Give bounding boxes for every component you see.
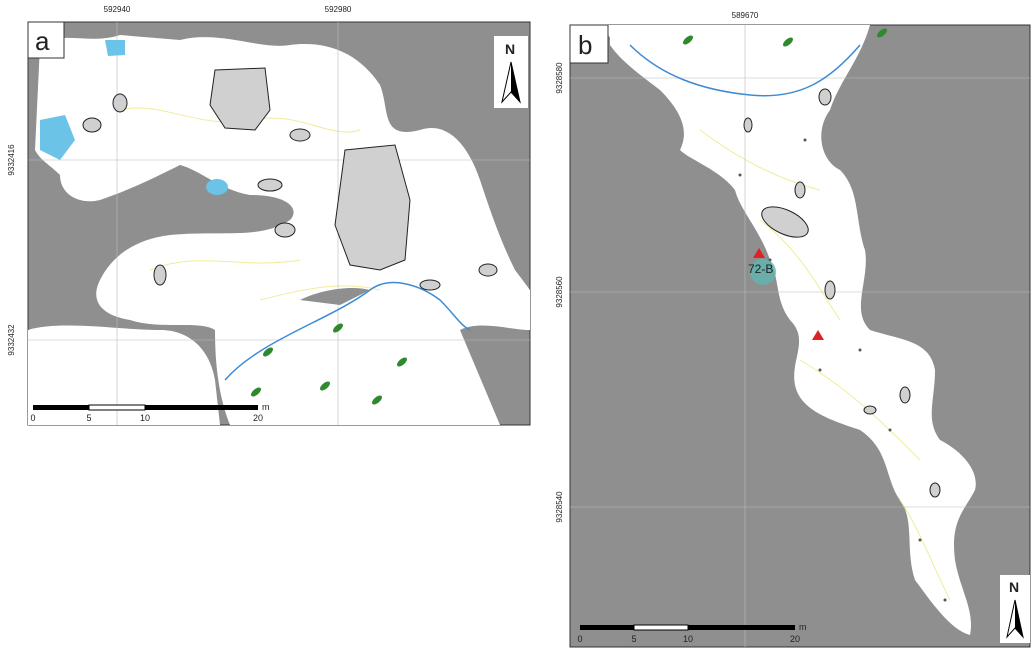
- scale-segment: [688, 625, 795, 630]
- scale-segment: [145, 405, 258, 410]
- rock: [744, 118, 752, 132]
- scale-segment: [580, 625, 634, 630]
- scale-label: 20: [253, 413, 263, 423]
- north-label: N: [505, 41, 515, 57]
- point: [739, 174, 742, 177]
- scale-label: 0: [30, 413, 35, 423]
- x-coordinate: 592940: [104, 5, 131, 14]
- scale-label: 10: [683, 634, 693, 644]
- y-coordinate: 9332432: [7, 324, 16, 356]
- scale-label: 5: [631, 634, 636, 644]
- x-coordinate: 589670: [732, 11, 759, 20]
- annotation: 72-B: [748, 262, 773, 276]
- point: [804, 139, 807, 142]
- rock: [275, 223, 295, 237]
- scale-segment: [89, 405, 145, 410]
- point: [889, 429, 892, 432]
- rock: [819, 89, 831, 105]
- scale-label: 10: [140, 413, 150, 423]
- rock: [825, 281, 835, 299]
- y-coordinate: 9328580: [555, 62, 564, 94]
- rock: [154, 265, 166, 285]
- scale-label: 20: [790, 634, 800, 644]
- y-coordinate: 9328560: [555, 276, 564, 308]
- rock: [479, 264, 497, 276]
- water: [105, 40, 125, 56]
- x-coordinate: 592980: [325, 5, 352, 14]
- water: [206, 179, 228, 195]
- scale-label: 5: [86, 413, 91, 423]
- y-coordinate: 9332416: [7, 144, 16, 176]
- panel-a: a N 592940 592980 9332416 9332432 0 5 10…: [7, 5, 530, 425]
- panel-label: b: [578, 30, 592, 60]
- figure: a N 592940 592980 9332416 9332432 0 5 10…: [0, 0, 1033, 649]
- panel-label: a: [35, 26, 50, 56]
- panel-b: 72-B b N 589670 9328580 9328560 9328540 …: [555, 11, 1030, 647]
- point: [944, 599, 947, 602]
- point: [859, 349, 862, 352]
- scale-label: 0: [577, 634, 582, 644]
- rock: [290, 129, 310, 141]
- north-label: N: [1009, 579, 1019, 595]
- point: [819, 369, 822, 372]
- rock: [795, 182, 805, 198]
- scale-unit: m: [262, 402, 270, 412]
- rock: [335, 145, 410, 270]
- point: [919, 539, 922, 542]
- rock: [864, 406, 876, 414]
- rock: [930, 483, 940, 497]
- scale-segment: [634, 625, 688, 630]
- rock: [83, 118, 101, 132]
- scale-segment: [33, 405, 89, 410]
- rock: [258, 179, 282, 191]
- y-coordinate: 9328540: [555, 491, 564, 523]
- scale-unit: m: [799, 622, 807, 632]
- rock: [420, 280, 440, 290]
- rock: [900, 387, 910, 403]
- rock: [113, 94, 127, 112]
